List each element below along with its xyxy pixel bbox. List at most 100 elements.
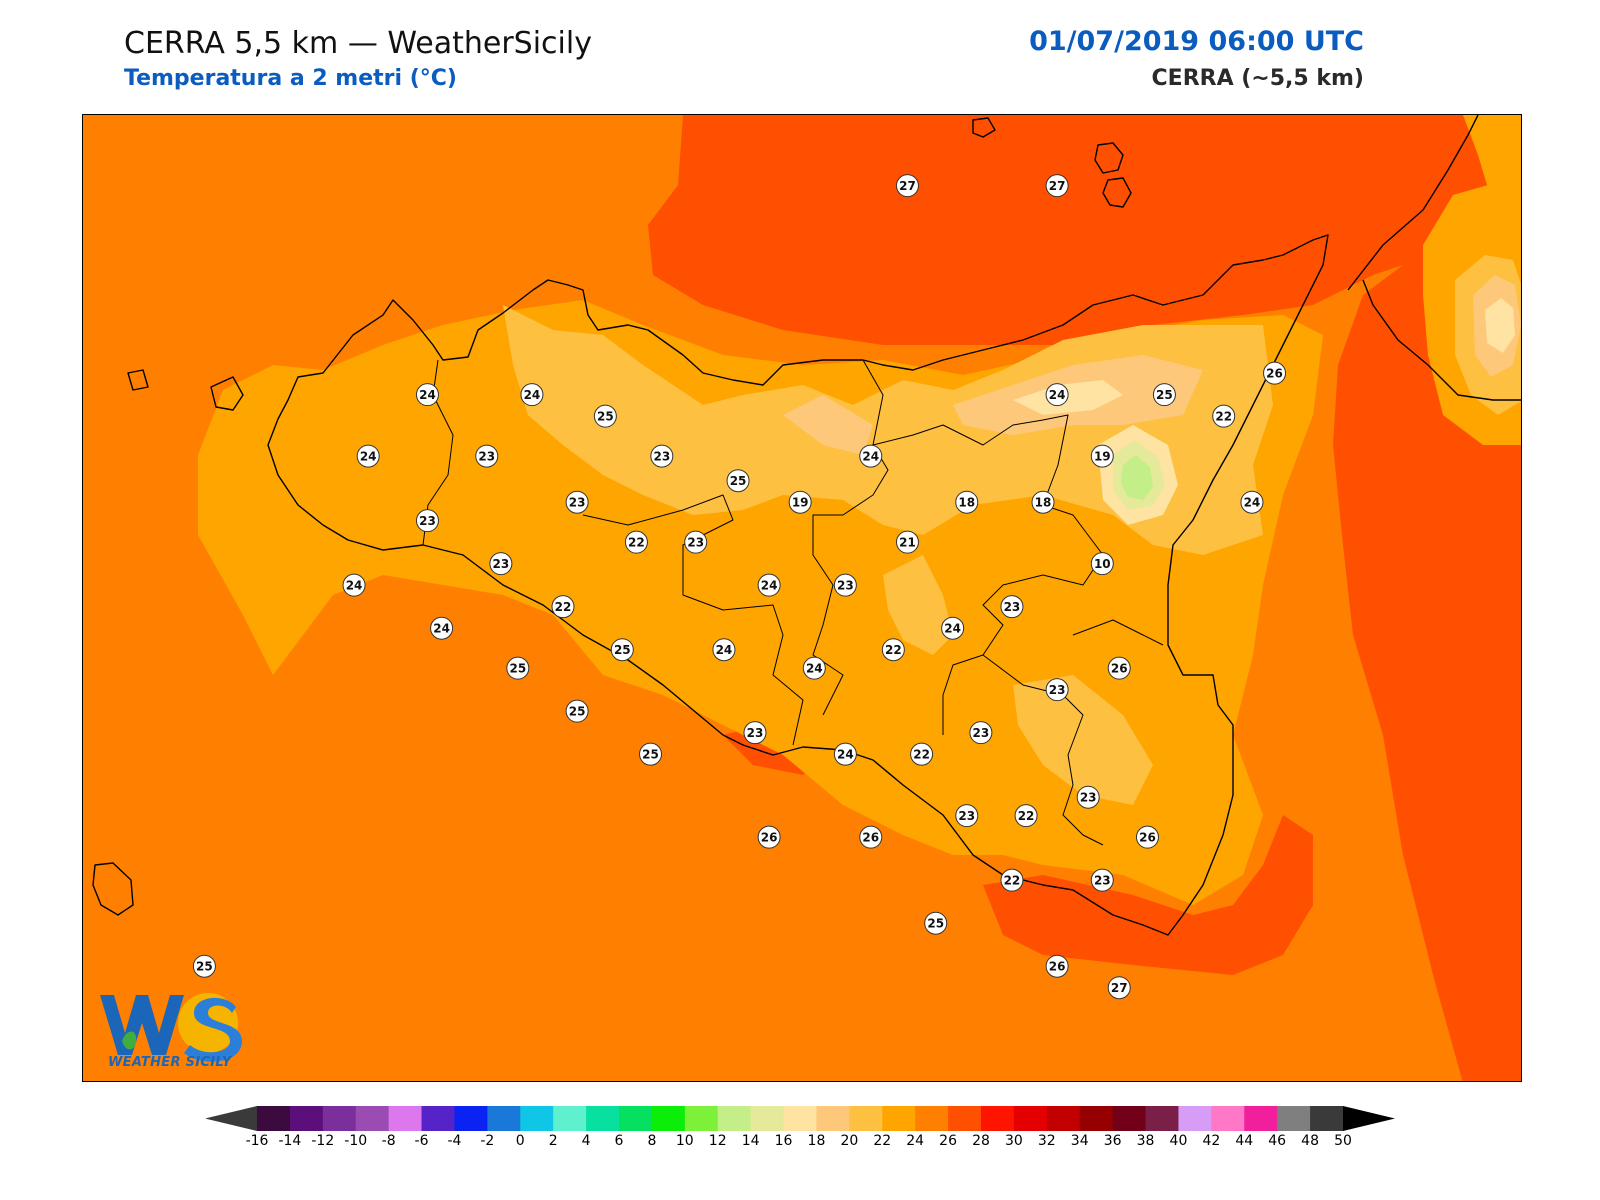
colorbar-tick-label: 0 [515, 1133, 525, 1149]
colorbar-segment [882, 1106, 916, 1131]
station-marker: 25 [639, 742, 663, 766]
station-value: 24 [862, 450, 879, 464]
station-value: 27 [1111, 981, 1128, 995]
station-marker: 24 [342, 573, 366, 597]
station-marker: 24 [520, 383, 544, 407]
station-value: 23 [653, 450, 670, 464]
station-value: 24 [837, 748, 854, 762]
station-circle [895, 174, 919, 198]
station-marker: 26 [859, 825, 883, 849]
station-marker: 23 [969, 721, 993, 745]
colorbar-segment [388, 1106, 423, 1131]
station-circle [1045, 954, 1069, 978]
station-circle [639, 742, 663, 766]
colorbar-tick-label: 8 [647, 1133, 657, 1149]
colorbar-segment [1277, 1106, 1311, 1131]
station-marker: 24 [430, 616, 454, 640]
station-marker: 23 [1000, 595, 1024, 619]
station-marker: 25 [192, 954, 216, 978]
colorbar-tick-label: -6 [414, 1133, 429, 1149]
station-value: 25 [509, 662, 526, 676]
colorbar-high-cap [1343, 1106, 1395, 1131]
station-value: 25 [569, 705, 586, 719]
colorbar-segment [520, 1106, 554, 1131]
station-marker: 23 [475, 444, 499, 468]
station-circle [1045, 383, 1069, 407]
station-circle [1031, 490, 1055, 514]
station-circle [650, 444, 674, 468]
colorbar-segment [553, 1106, 587, 1131]
station-marker: 22 [1212, 404, 1236, 428]
colorbar-segment [849, 1106, 883, 1131]
station-marker: 26 [1045, 954, 1069, 978]
station-value: 24 [346, 579, 363, 593]
station-marker: 24 [757, 573, 781, 597]
colorbar-tick-label: 34 [1070, 1133, 1089, 1149]
station-marker: 24 [802, 656, 826, 680]
station-circle [788, 490, 812, 514]
colorbar-tick-label: 4 [581, 1133, 591, 1149]
station-value: 25 [597, 410, 614, 424]
station-circle [684, 530, 708, 554]
station-value: 24 [360, 450, 377, 464]
colorbar-segment [1178, 1106, 1212, 1131]
station-value: 24 [419, 388, 436, 402]
stations-layer: 27 27 24 24 25 24 23 23 25 24 24 25 26 22 19 19 18 18 24 23… [192, 174, 1287, 1000]
border-ragusa-siracusa [1072, 619, 1164, 646]
station-circle [593, 404, 617, 428]
field-20-22-central [883, 555, 953, 655]
station-marker: 23 [489, 552, 513, 576]
station-value: 23 [569, 496, 586, 510]
station-value: 24 [1049, 388, 1066, 402]
station-value: 22 [1018, 809, 1035, 823]
station-marker: 24 [941, 616, 965, 640]
colorbar-segment [1112, 1106, 1147, 1131]
station-value: 23 [493, 557, 510, 571]
station-marker: 19 [1090, 444, 1114, 468]
colorbar-tick-label: 16 [774, 1133, 793, 1149]
station-value: 25 [196, 960, 213, 974]
station-marker: 27 [895, 174, 919, 198]
station-circle [1000, 868, 1024, 892]
station-marker: 23 [650, 444, 674, 468]
station-circle [859, 444, 883, 468]
station-value: 22 [1004, 874, 1021, 888]
station-value: 25 [927, 917, 944, 931]
colorbar-tick-label: 42 [1202, 1133, 1221, 1149]
field-26-28-tyrrhenian [648, 115, 1493, 345]
station-circle [1107, 656, 1131, 680]
station-value: 10 [1094, 557, 1111, 571]
field-20-22-southeast [1013, 675, 1153, 805]
colorbar-tick-label: 46 [1268, 1133, 1287, 1149]
station-circle [1240, 490, 1264, 514]
station-circle [475, 444, 499, 468]
station-value: 23 [973, 726, 990, 740]
colorbar-segment [1244, 1106, 1278, 1131]
colorbar-low-cap [205, 1106, 257, 1131]
colorbar-tick-label: 44 [1235, 1133, 1254, 1149]
station-marker: 22 [881, 638, 905, 662]
station-circle [489, 552, 513, 576]
station-circle [551, 595, 575, 619]
colorbar-segment [487, 1106, 521, 1131]
colorbar-segment [1310, 1106, 1344, 1131]
station-circle [757, 573, 781, 597]
aegadian-island-1 [127, 369, 149, 391]
colorbar-tick-label: -12 [311, 1133, 335, 1149]
station-value: 25 [730, 474, 747, 488]
station-value: 23 [1094, 874, 1111, 888]
station-circle [924, 911, 948, 935]
station-circle [565, 490, 589, 514]
station-value: 18 [958, 496, 975, 510]
station-circle [757, 825, 781, 849]
station-marker: 23 [833, 573, 857, 597]
header-title: CERRA 5,5 km — WeatherSicily [124, 26, 592, 61]
calabria-ionian-coast [1362, 279, 1521, 401]
colorbar-segment [915, 1106, 949, 1131]
header-datetime: 01/07/2019 06:00 UTC [1029, 26, 1364, 57]
colorbar-segment [1211, 1106, 1245, 1131]
colorbar-tick-label: 18 [807, 1133, 826, 1149]
field-26-28-south [983, 815, 1313, 975]
colorbar-tick-label: 14 [741, 1133, 760, 1149]
colorbar-tick-label: 32 [1037, 1133, 1056, 1149]
